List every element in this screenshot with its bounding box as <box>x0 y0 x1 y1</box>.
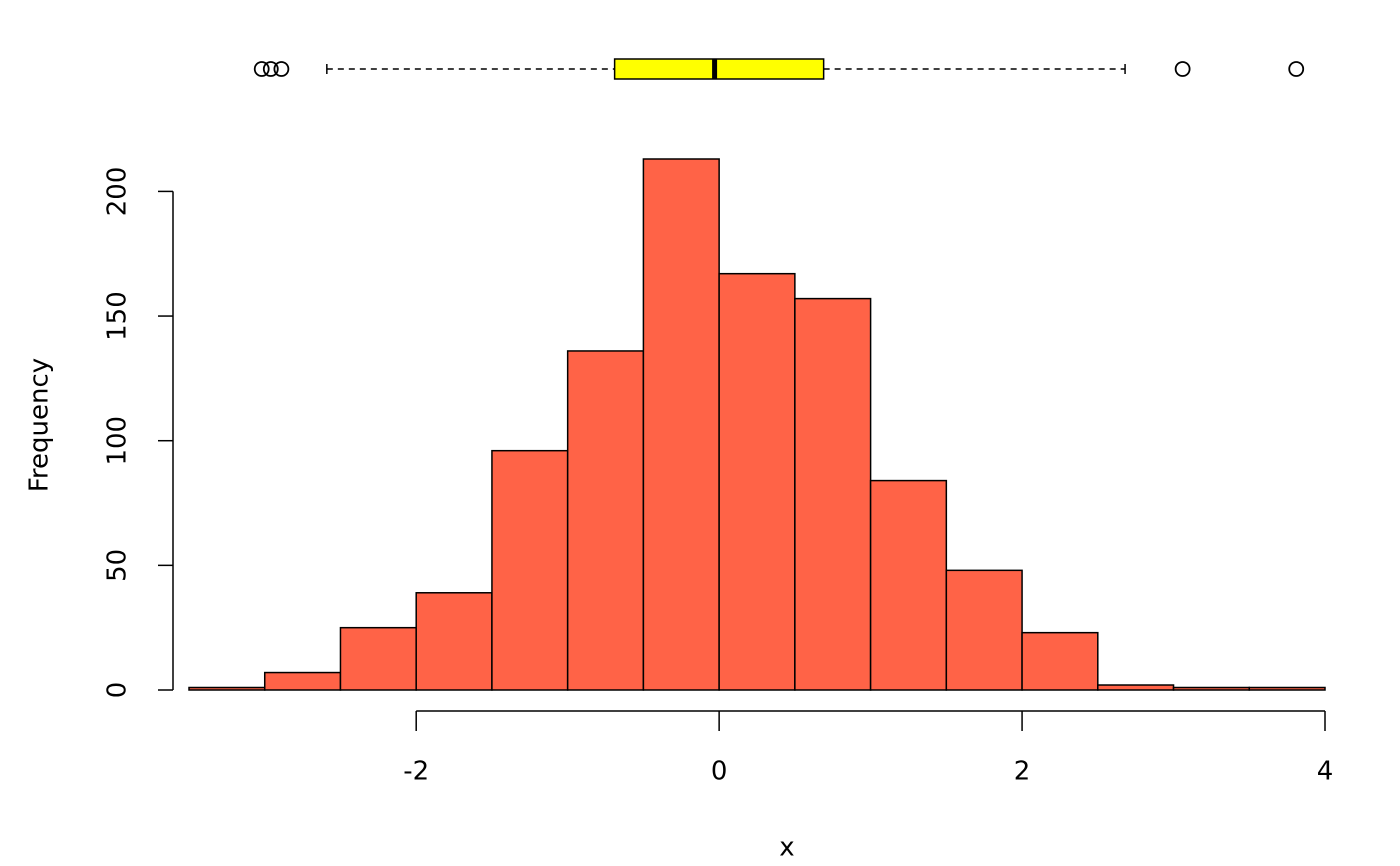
bar <box>869 479 948 691</box>
outlier <box>1288 61 1305 77</box>
x-tick-label: 0 <box>711 757 728 787</box>
outlier <box>253 61 270 77</box>
outlier <box>262 61 279 77</box>
bar <box>718 272 796 691</box>
y-axis-label: Frequency <box>25 358 55 492</box>
y-tick-label: 100 <box>103 416 133 466</box>
bar <box>415 592 493 691</box>
bar <box>794 297 872 691</box>
y-tick-label: 0 <box>103 682 133 699</box>
bar <box>491 449 569 691</box>
outlier <box>273 61 290 77</box>
bar <box>339 626 417 691</box>
bar <box>1172 686 1251 691</box>
bar <box>263 671 342 691</box>
y-tick-label: 200 <box>103 167 133 217</box>
y-tick-label: 50 <box>103 549 133 582</box>
y-tick-label: 150 <box>103 291 133 341</box>
bar <box>642 158 720 691</box>
x-tick-label: 4 <box>1317 757 1334 787</box>
bar <box>188 686 266 691</box>
bar <box>1248 686 1326 691</box>
box <box>613 58 825 80</box>
x-tick-label: 2 <box>1014 757 1031 787</box>
x-axis-label: x <box>779 833 794 863</box>
x-tick-label: -2 <box>403 757 429 787</box>
bar <box>1097 684 1175 691</box>
bar <box>1021 631 1099 691</box>
outlier <box>1174 61 1191 77</box>
bar <box>945 569 1023 691</box>
bar <box>566 350 645 691</box>
